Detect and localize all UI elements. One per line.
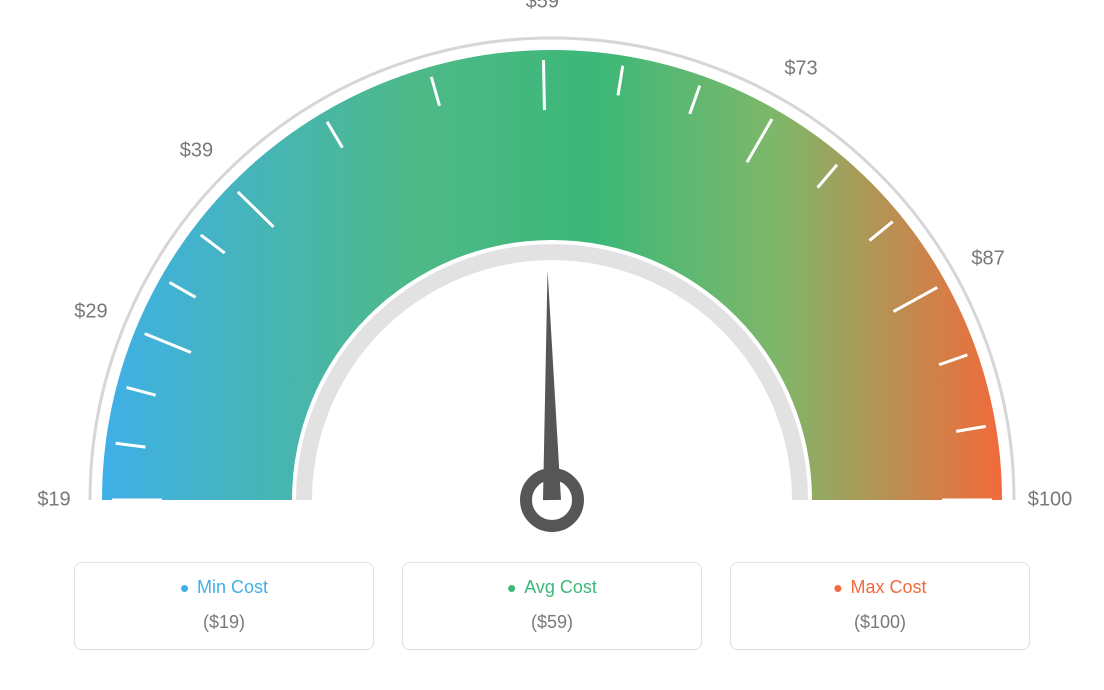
legend-value-avg: ($59) (413, 612, 691, 633)
legend-value-min: ($19) (85, 612, 363, 633)
legend-card-max: Max Cost ($100) (730, 562, 1030, 650)
legend-card-avg: Avg Cost ($59) (402, 562, 702, 650)
legend-title-max: Max Cost (833, 577, 926, 598)
legend-row: Min Cost ($19) Avg Cost ($59) Max Cost (… (0, 550, 1104, 650)
gauge-svg (0, 0, 1104, 560)
legend-title-min: Min Cost (180, 577, 268, 598)
legend-card-min: Min Cost ($19) (74, 562, 374, 650)
gauge-tick-label: $87 (971, 248, 1004, 271)
gauge-tick-label: $39 (180, 140, 213, 163)
legend-value-max: ($100) (741, 612, 1019, 633)
gauge-chart: $19 $29 $39 $59 $73 $87 $100 (0, 0, 1104, 550)
gauge-tick-label: $100 (1028, 489, 1073, 512)
gauge-tick-label: $73 (784, 57, 817, 80)
gauge-tick-label: $59 (526, 0, 559, 14)
gauge-tick-label: $29 (74, 300, 107, 323)
gauge-tick-label: $19 (37, 489, 70, 512)
legend-title-avg: Avg Cost (507, 577, 597, 598)
